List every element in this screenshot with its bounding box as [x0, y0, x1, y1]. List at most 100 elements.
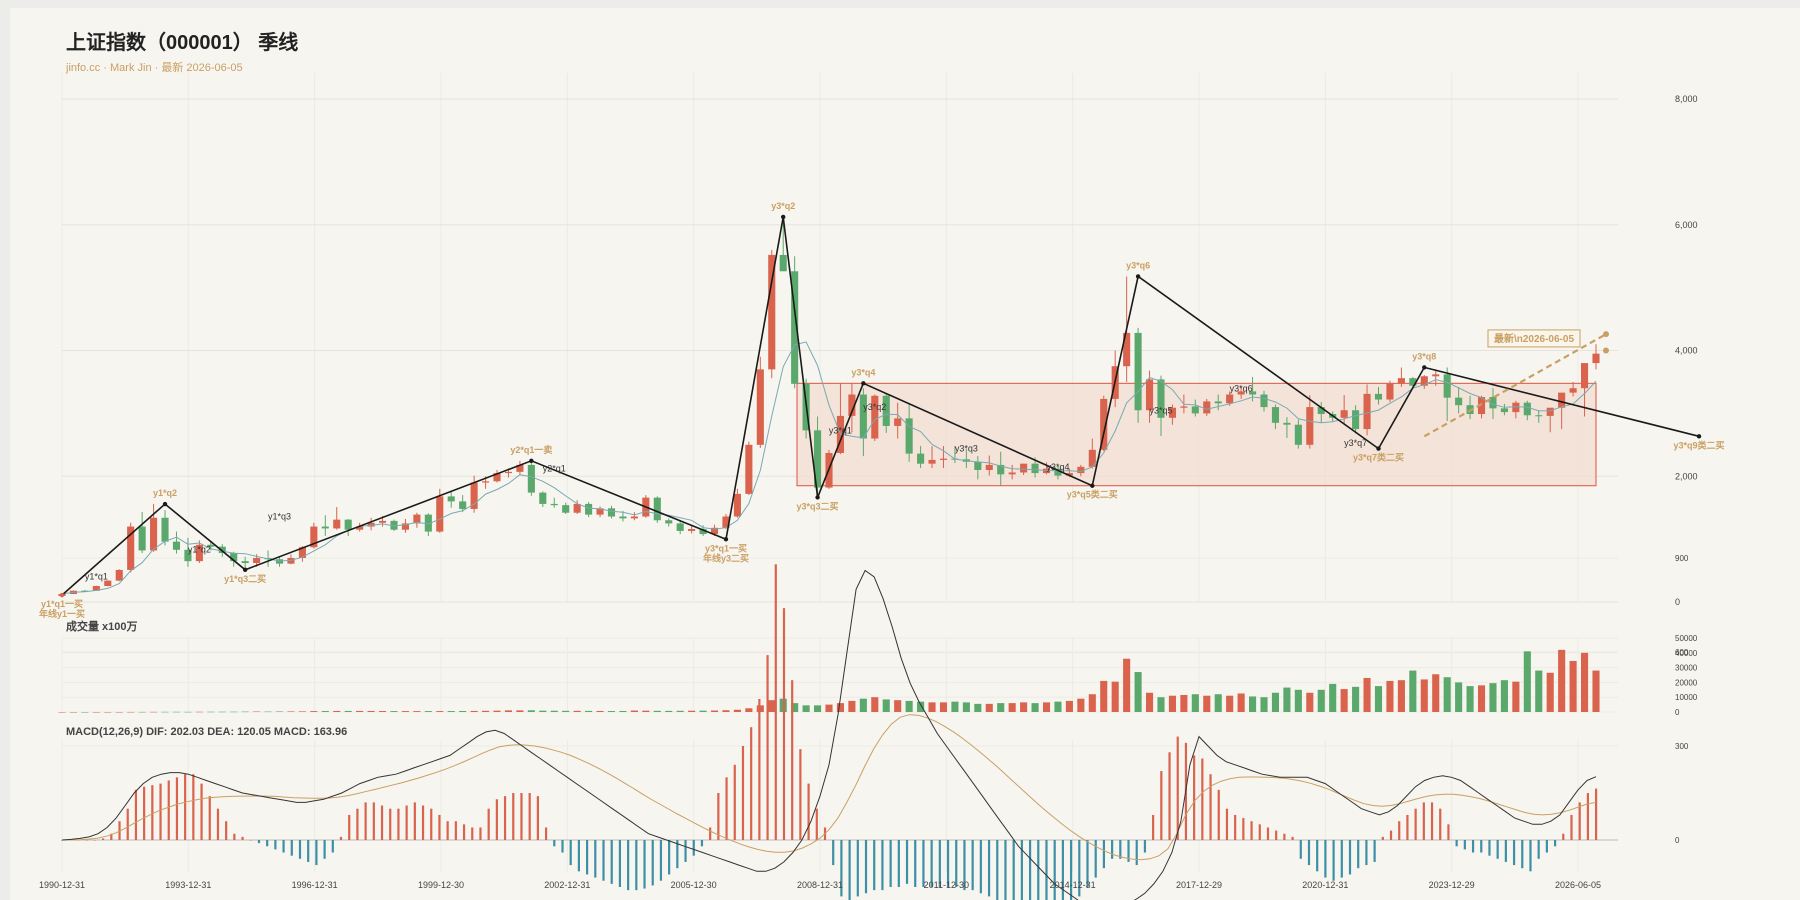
macd-histogram-bar [503, 796, 507, 840]
volume-bar [253, 711, 261, 713]
macd-histogram-bar [1430, 802, 1434, 840]
x-tick-label: 2020-12-31 [1302, 880, 1348, 890]
volume-y-tick: 10000 [1675, 693, 1698, 702]
macd-histogram-bar [840, 840, 843, 897]
x-tick-label: 1996-12-31 [292, 880, 338, 890]
macd-y-tick: 900 [1675, 554, 1689, 563]
macd-histogram-bar [1553, 840, 1557, 847]
candle-body [1203, 401, 1211, 414]
macd-histogram-bar [873, 840, 876, 891]
volume-bar [836, 703, 844, 712]
candle-body [699, 529, 707, 535]
volume-bar [814, 705, 822, 712]
macd-histogram-bar [421, 805, 425, 840]
candle-body [344, 519, 352, 530]
candle-body [779, 254, 787, 272]
volume-bar [985, 703, 993, 712]
volume-bar [298, 711, 306, 712]
volume-bar [722, 710, 730, 712]
macd-histogram-bar [536, 796, 539, 840]
macd-histogram-bar [1480, 840, 1483, 853]
pivot-box [796, 382, 1597, 487]
axes-layer: 1990-12-31 1993-12-31 1996-12-31 1999-12-30… [39, 94, 1698, 890]
candle-body [722, 516, 730, 528]
candle-body [573, 503, 581, 513]
macd-histogram-bar [1365, 840, 1368, 866]
macd-histogram-bar [372, 802, 375, 840]
macd-histogram-bar [922, 840, 925, 887]
candle-body [92, 586, 100, 591]
zigzag-label: y3*q9类二买 [1674, 439, 1725, 450]
macd-histogram-bar [807, 783, 810, 840]
volume-bar [1054, 701, 1062, 712]
x-tick-label: 2008-12-31 [797, 880, 843, 890]
macd-histogram-bar [479, 827, 482, 840]
macd-histogram-bar [413, 802, 416, 840]
macd-histogram-bar [651, 840, 654, 886]
macd-histogram-bar [1078, 840, 1081, 897]
volume-bar [218, 711, 226, 713]
candle-body [1020, 463, 1028, 473]
candle-body [401, 523, 409, 530]
zigzag-label: y3*q8 [1412, 351, 1436, 361]
volume-bar [539, 710, 547, 712]
candle-body [115, 569, 123, 581]
macd-histogram-bar [1291, 836, 1294, 840]
macd-histogram-bar [832, 840, 835, 866]
macd-histogram-bar [586, 840, 589, 875]
candle-body [1226, 394, 1234, 404]
macd-histogram-bar [1570, 814, 1573, 840]
candle-body [974, 461, 982, 470]
volume-bar [184, 711, 192, 713]
macd-histogram-bar [1357, 840, 1360, 869]
volume-bar [1489, 683, 1497, 712]
zigzag-point [723, 537, 729, 542]
volume-bar [436, 711, 444, 712]
candle-body [1054, 468, 1062, 476]
inner-segment-label: y3*q3 [955, 444, 978, 454]
candle-body [447, 496, 455, 502]
macd-histogram-bar [676, 840, 679, 869]
candle-body [150, 517, 158, 551]
macd-histogram-bar [1381, 836, 1384, 840]
volume-bar [1180, 694, 1188, 712]
volume-bar [1157, 697, 1165, 712]
volume-panel-title: 成交量 x100万 [66, 621, 138, 633]
volume-bar [951, 701, 959, 712]
volume-bar [1191, 694, 1199, 712]
zigzag-point [1135, 274, 1141, 279]
candle-body [1363, 393, 1371, 430]
macd-histogram-bar [1504, 840, 1507, 862]
candle-body [470, 482, 478, 509]
price-y-tick: 0 [1675, 597, 1680, 607]
macd-histogram-bar [996, 840, 999, 900]
macd-histogram-bar [799, 749, 802, 840]
macd-histogram-bar [249, 840, 252, 841]
candle-body [1271, 407, 1280, 423]
candle-body [184, 549, 192, 562]
candle-body [1168, 407, 1176, 418]
macd-histogram-bar [914, 840, 917, 887]
candle-body [733, 493, 741, 517]
volume-bar [1329, 683, 1337, 712]
inner-segment-label: y3*q7 [1344, 438, 1367, 448]
volume-bar [1455, 682, 1463, 712]
volume-bar [894, 700, 902, 712]
macd-histogram-bar [971, 840, 974, 891]
volume-bar [1592, 670, 1600, 712]
macd-histogram-bar [1176, 736, 1179, 840]
price-y-tick: 6,000 [1675, 220, 1698, 230]
volume-bar [344, 710, 352, 712]
macd-histogram-bar [495, 799, 498, 840]
volume-y-tick: 30000 [1675, 664, 1698, 673]
volume-bar [504, 710, 513, 712]
macd-histogram-bar [848, 840, 851, 900]
volume-bar [962, 702, 970, 712]
macd-histogram-bar [1447, 824, 1450, 840]
macd-histogram-bar [1529, 840, 1532, 872]
volume-bar [401, 711, 409, 712]
macd-histogram-bar [282, 840, 285, 853]
macd-histogram-bar [438, 814, 441, 840]
volume-bar [1088, 694, 1096, 712]
candle-body [756, 369, 764, 445]
